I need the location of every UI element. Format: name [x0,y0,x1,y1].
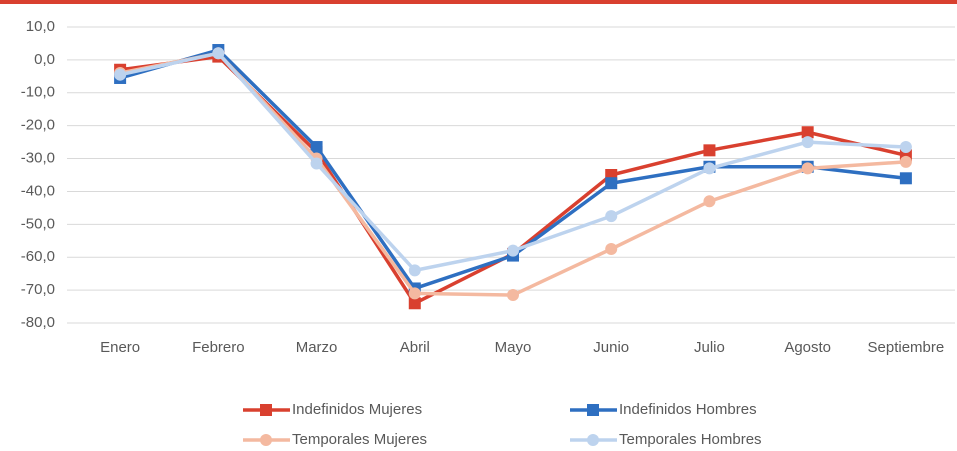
y-tick-label: -10,0 [21,84,55,101]
legend-label: Indefinidos Hombres [619,401,757,418]
legend-marker [587,434,599,446]
series-line [119,54,907,306]
data-point [703,195,716,208]
data-point [507,289,519,302]
y-tick-label: 10,0 [26,18,55,35]
legend-label: Indefinidos Mujeres [292,401,422,418]
data-point [408,264,421,277]
data-point [801,136,814,149]
y-tick-label: 0,0 [34,51,55,68]
x-tick-label: Septiembre [868,339,945,356]
data-point [605,243,618,255]
y-tick-label: -30,0 [21,150,55,167]
y-tick-label: -80,0 [21,314,55,331]
data-point [703,162,716,175]
data-point [899,172,912,185]
series-line [119,51,906,273]
y-tick-label: -40,0 [21,182,55,199]
x-tick-label: Abril [400,339,430,356]
data-point [899,155,912,168]
legend-marker [260,434,272,446]
y-tick-label: -50,0 [21,215,55,232]
legend-marker [260,404,272,416]
y-tick-label: -60,0 [21,248,55,265]
data-point [801,126,814,139]
y-tick-label: -20,0 [21,117,55,134]
data-point [507,244,519,257]
x-tick-label: Marzo [296,339,338,356]
legend-label: Temporales Mujeres [292,431,427,448]
x-tick-label: Enero [100,339,140,356]
data-point [114,68,127,81]
data-point [310,141,323,154]
data-point [408,297,421,310]
legend-label: Temporales Hombres [619,431,762,448]
legend-marker [587,404,599,416]
data-point [310,157,323,170]
top-bar [0,0,957,4]
data-point [801,162,814,175]
y-tick-label: -70,0 [21,281,55,298]
x-tick-label: Junio [593,339,629,356]
data-point [212,47,225,60]
data-point [899,141,912,154]
data-point [605,177,618,190]
data-point [408,287,421,300]
x-tick-label: Agosto [784,339,831,356]
x-tick-label: Febrero [192,339,245,356]
data-point [605,210,618,223]
x-tick-label: Julio [694,339,725,356]
x-tick-label: Mayo [495,339,532,356]
data-point [703,144,716,157]
